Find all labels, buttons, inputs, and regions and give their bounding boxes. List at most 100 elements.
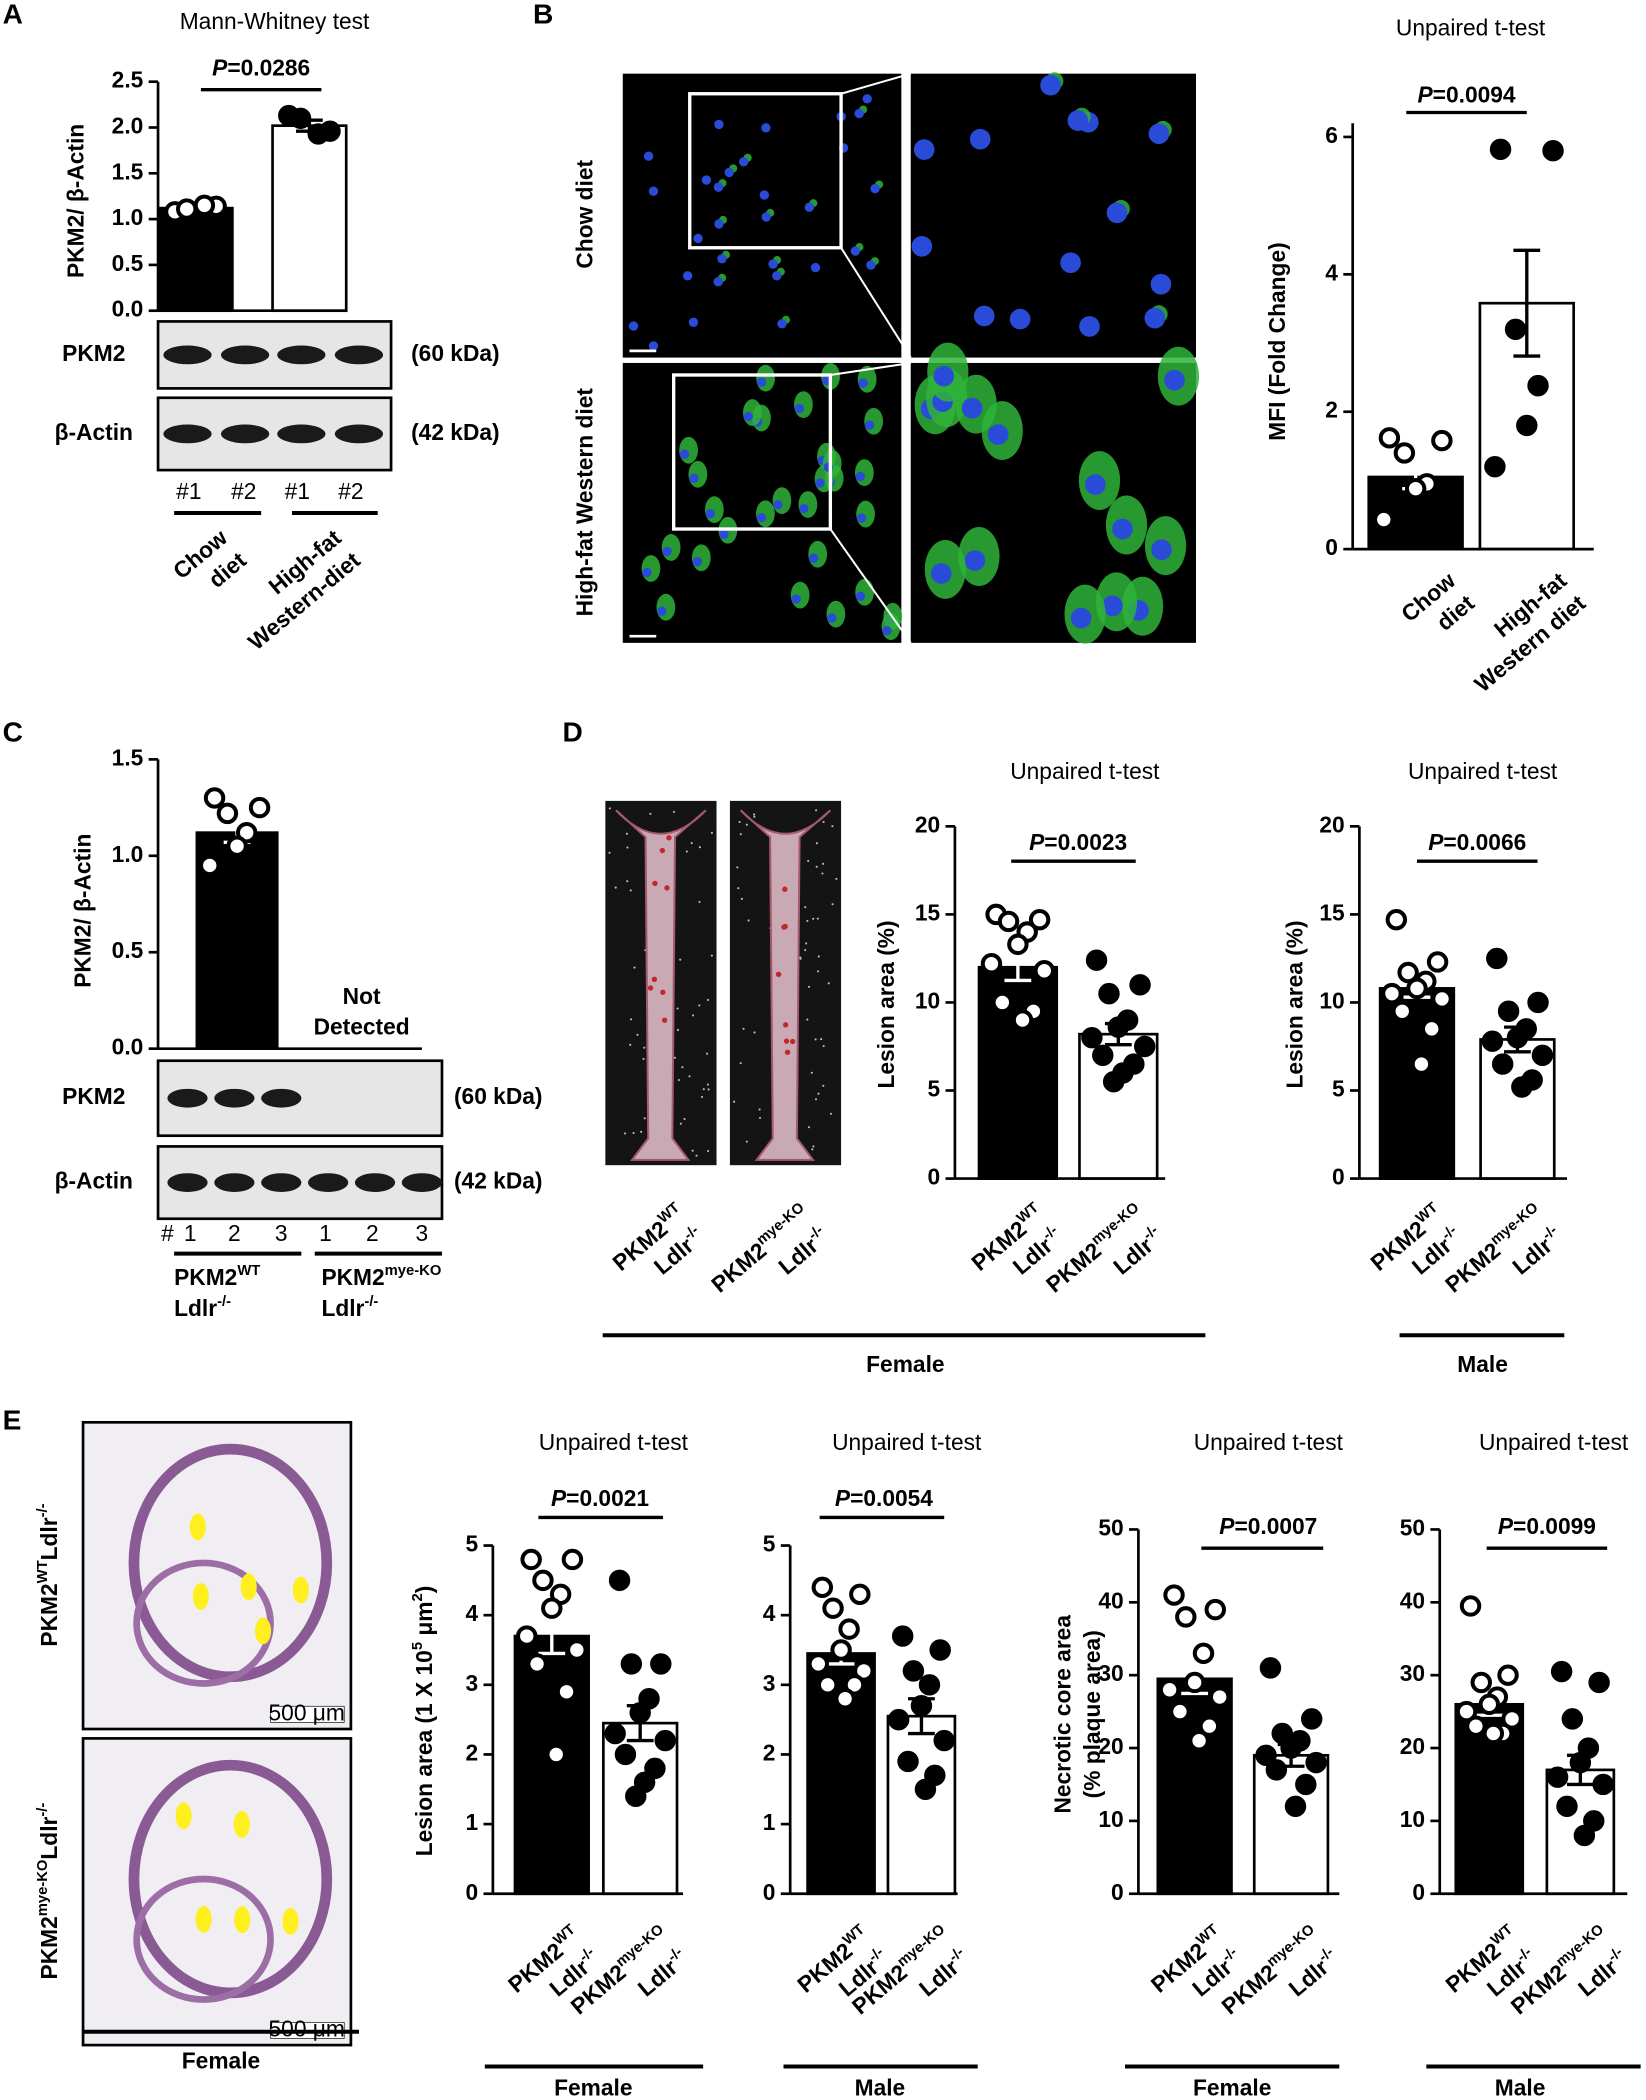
annotation: P=0.0286	[212, 55, 310, 81]
y-axis-label: (% plaque area)	[1079, 1630, 1105, 1798]
nucleus	[1144, 307, 1166, 329]
speckle	[706, 1083, 709, 1086]
nucleus	[705, 508, 716, 519]
y-axis-label-part: Lesion area (1 X 10	[411, 1650, 437, 1856]
histology-label-part: -/-	[35, 1803, 51, 1817]
speckle	[805, 942, 808, 945]
annotation-group: P=0.0054	[835, 1485, 933, 1511]
y-tick-label: 10	[915, 987, 940, 1013]
data-point	[1255, 1744, 1277, 1767]
nucleus	[642, 567, 652, 578]
data-point	[849, 1583, 871, 1606]
speckle	[707, 1149, 710, 1153]
data-point	[830, 1639, 852, 1661]
y-tick-label: 50	[1400, 1514, 1425, 1540]
data-point	[1501, 1708, 1523, 1730]
data-point	[1583, 1810, 1605, 1832]
y-tick-label: 10	[1400, 1806, 1425, 1832]
nucleus	[761, 123, 771, 133]
speckle	[676, 1007, 679, 1010]
speckle	[817, 1092, 820, 1095]
nucleus	[864, 420, 875, 430]
annotation-group: Not Detected	[314, 983, 410, 1040]
data-point	[997, 910, 1020, 933]
speckle	[811, 1148, 814, 1151]
data-point	[1420, 1018, 1443, 1040]
cell-stain	[661, 534, 681, 561]
data-point	[1516, 414, 1538, 437]
data-point	[307, 123, 329, 145]
nucleus	[738, 157, 749, 167]
data-point	[1107, 1016, 1130, 1038]
y-tick-label: 0	[1332, 1164, 1345, 1190]
speckle	[739, 1062, 742, 1065]
vessel-wall	[133, 1875, 274, 2003]
lesion-spot	[660, 989, 666, 995]
scale-box	[270, 1705, 345, 1723]
speckle	[737, 887, 740, 890]
annotation-part: P	[1428, 829, 1444, 855]
y-axis-label-group: MFI (Fold Change)	[1264, 242, 1290, 440]
nucleus	[1151, 539, 1172, 560]
annotation: Detected	[314, 1014, 410, 1040]
data-point	[1527, 374, 1549, 397]
x-tick-label-part: -/-	[364, 1294, 378, 1310]
data-point	[1300, 1708, 1323, 1730]
speckle	[707, 1088, 710, 1091]
annotation-part: =0.0054	[850, 1485, 933, 1511]
annotation-part: =0.0066	[1443, 829, 1526, 855]
cell-stain	[756, 364, 775, 392]
y-tick-label: 20	[1098, 1733, 1123, 1759]
nucleus	[1106, 202, 1128, 224]
lesion-spot	[652, 880, 658, 887]
speckle	[706, 1052, 709, 1055]
blot-band	[167, 1173, 208, 1192]
y-tick-label: 4	[763, 1600, 776, 1626]
speckle	[804, 948, 807, 952]
data-point	[1204, 1598, 1226, 1621]
y-tick-label: 15	[915, 899, 941, 925]
speckle	[812, 917, 815, 920]
speckle	[799, 956, 802, 959]
annotation-part: =0.0286	[227, 55, 310, 81]
speckle	[695, 1154, 698, 1157]
lesion-spot	[789, 1038, 796, 1045]
data-point	[1506, 1026, 1529, 1049]
annotation-group: P=0.0023	[1029, 829, 1127, 855]
nucleus	[648, 341, 659, 351]
group-label: Male	[855, 2074, 906, 2100]
data-point	[1393, 442, 1416, 464]
annotation: P=0.0021	[551, 1485, 649, 1511]
cell-stain	[704, 496, 724, 524]
blot-band	[261, 1173, 302, 1192]
blot-band	[277, 424, 326, 444]
speckle	[812, 1145, 815, 1148]
data-point	[1561, 1708, 1584, 1730]
y-tick-label: 5	[465, 1531, 478, 1557]
nucleus	[973, 305, 995, 327]
panel-letter: B	[533, 0, 553, 29]
data-point	[1431, 429, 1453, 452]
y-tick-label: 0.5	[112, 937, 144, 963]
nucleus	[701, 175, 712, 185]
data-point	[644, 1757, 666, 1780]
speckle	[806, 1018, 809, 1021]
y-tick-label: 20	[915, 811, 940, 837]
data-point	[1542, 139, 1564, 162]
nucleus	[1085, 474, 1106, 495]
speckle	[624, 1132, 627, 1135]
cell-stain	[656, 593, 676, 621]
group-label: Male	[1495, 2074, 1546, 2100]
micrograph-label: High-fat Western diet	[572, 388, 598, 617]
lesion-spot	[783, 1038, 790, 1044]
annotation-part: P	[551, 1485, 567, 1511]
data-point	[1504, 318, 1527, 341]
y-tick-label: 20	[1400, 1733, 1425, 1759]
cell-stain	[808, 540, 828, 568]
speckle	[758, 1116, 762, 1120]
annotation: P=0.0023	[1029, 829, 1127, 855]
x-tick-label-group: PKM2WT Ldlr-/-	[174, 1263, 260, 1321]
data-point	[226, 835, 248, 857]
data-point	[914, 1778, 937, 1800]
data-point	[650, 1653, 672, 1675]
